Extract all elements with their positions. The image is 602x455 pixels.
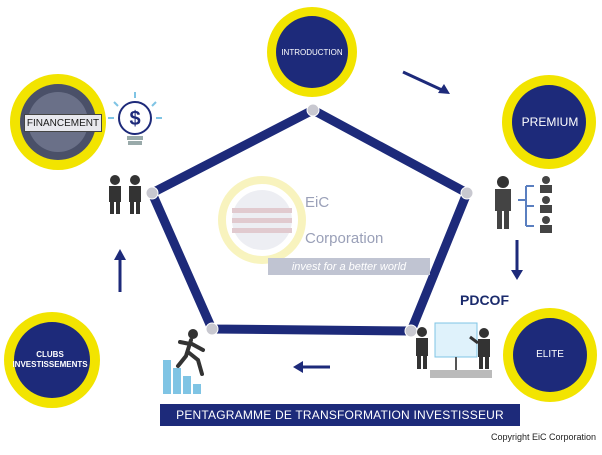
node-introduction-label: INTRODUCTION bbox=[281, 47, 343, 57]
node-clubs-label: CLUBS INVESTISSEMENTS bbox=[12, 345, 88, 375]
pentagon-vertices bbox=[145, 103, 474, 338]
eic-logo-mark bbox=[218, 176, 306, 264]
presentation-icon bbox=[416, 322, 492, 378]
arrow-clubs-to-financement bbox=[114, 249, 126, 292]
dollar-bulb-icon: $ bbox=[108, 92, 162, 145]
logo-name-line2: Corporation bbox=[305, 230, 384, 247]
node-elite-circle bbox=[503, 308, 597, 402]
vertex-bottom-right bbox=[404, 324, 418, 338]
copyright-text: Copyright EiC Corporation bbox=[490, 432, 596, 442]
logo-name-line1: EiC bbox=[305, 194, 330, 211]
vertex-right bbox=[460, 186, 474, 200]
node-clubs-label-line2: INVESTISSEMENTS bbox=[12, 360, 88, 369]
vertex-bottom-left bbox=[205, 322, 219, 336]
node-financement-label: FINANCEMENT bbox=[24, 114, 102, 132]
title-banner: PENTAGRAMME DE TRANSFORMATION INVESTISSE… bbox=[160, 404, 520, 426]
pentagon-shape bbox=[147, 105, 472, 336]
vertex-top bbox=[306, 103, 320, 117]
node-premium-label: PREMIUM bbox=[521, 115, 579, 129]
node-premium-circle bbox=[502, 75, 596, 169]
svg-text:$: $ bbox=[129, 108, 140, 130]
node-clubs-label-line1: CLUBS bbox=[36, 350, 64, 359]
arrow-intro-to-premium bbox=[402, 70, 450, 94]
arrow-premium-to-elite bbox=[511, 240, 523, 280]
vertex-left bbox=[145, 186, 159, 200]
arrow-elite-to-clubs bbox=[293, 361, 330, 373]
logo-tagline: invest for a better world bbox=[268, 258, 430, 275]
node-introduction-circle bbox=[267, 7, 357, 97]
node-clubs-circle bbox=[4, 312, 100, 408]
node-elite-label: ELITE bbox=[536, 348, 564, 360]
runner-stairs-icon bbox=[163, 329, 205, 394]
org-chart-icon bbox=[495, 176, 552, 233]
handshake-icon bbox=[109, 175, 141, 214]
pdcof-label: PDCOF bbox=[460, 292, 509, 308]
